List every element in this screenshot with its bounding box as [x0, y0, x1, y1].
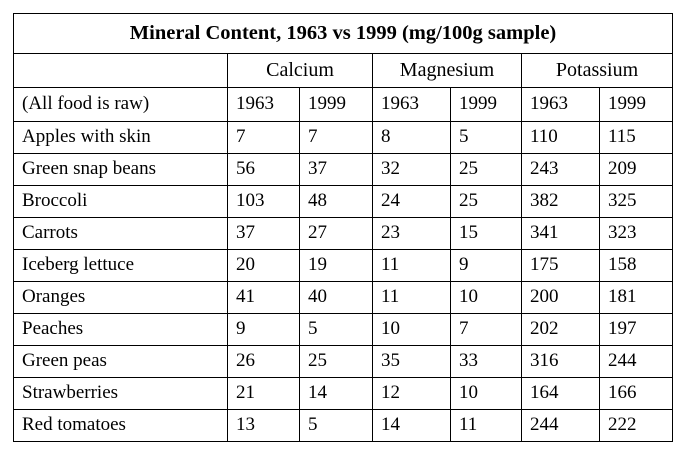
value-cell: 40	[299, 280, 373, 314]
value-cell: 164	[521, 376, 600, 410]
value-cell: 15	[450, 216, 522, 250]
mineral-group-row: Calcium Magnesium Potassium	[13, 53, 674, 89]
value-cell: 200	[521, 280, 600, 314]
value-cell: 25	[450, 184, 522, 218]
value-cell: 325	[598, 184, 674, 218]
value-cell: 37	[227, 216, 300, 250]
food-name-cell: Red tomatoes	[13, 408, 228, 443]
value-cell: 244	[598, 344, 674, 378]
food-name-cell: Green peas	[13, 344, 228, 378]
value-cell: 37	[299, 152, 373, 186]
food-name-cell: Green snap beans	[13, 152, 228, 186]
value-cell: 103	[227, 184, 300, 218]
value-cell: 26	[227, 344, 300, 378]
value-cell: 14	[372, 408, 451, 443]
table-row: Red tomatoes 13 5 14 11 244 222	[13, 408, 674, 443]
magnesium-header: Magnesium	[372, 53, 522, 89]
value-cell: 175	[521, 248, 600, 282]
value-cell: 222	[598, 408, 674, 443]
value-cell: 23	[372, 216, 451, 250]
value-cell: 24	[372, 184, 451, 218]
value-cell: 11	[450, 408, 522, 443]
mineral-content-table: Mineral Content, 1963 vs 1999 (mg/100g s…	[12, 12, 674, 443]
value-cell: 341	[521, 216, 600, 250]
value-cell: 27	[299, 216, 373, 250]
table-row: Broccoli 103 48 24 25 382 325	[13, 184, 674, 218]
value-cell: 19	[299, 248, 373, 282]
title-row: Mineral Content, 1963 vs 1999 (mg/100g s…	[12, 12, 674, 55]
potassium-header: Potassium	[520, 53, 674, 89]
value-cell: 8	[372, 120, 451, 154]
table-row: Oranges 41 40 11 10 200 181	[13, 280, 674, 314]
value-cell: 166	[598, 376, 674, 410]
value-cell: 7	[450, 312, 522, 346]
year-header-cell: 1999	[450, 87, 522, 122]
value-cell: 7	[299, 120, 373, 154]
table-row: Apples with skin 7 7 8 5 110 115	[13, 120, 674, 154]
value-cell: 35	[372, 344, 451, 378]
table-row: Green peas 26 25 35 33 316 244	[13, 344, 674, 378]
value-cell: 110	[521, 120, 600, 154]
blank-header-cell	[13, 53, 228, 89]
table-row: Carrots 37 27 23 15 341 323	[13, 216, 674, 250]
table-row: Peaches 9 5 10 7 202 197	[13, 312, 674, 346]
table-row: Green snap beans 56 37 32 25 243 209	[13, 152, 674, 186]
value-cell: 197	[598, 312, 674, 346]
food-name-cell: Strawberries	[13, 376, 228, 410]
value-cell: 56	[227, 152, 300, 186]
value-cell: 21	[227, 376, 300, 410]
year-header-cell: 1963	[372, 87, 451, 122]
value-cell: 32	[372, 152, 451, 186]
value-cell: 244	[521, 408, 600, 443]
value-cell: 5	[299, 408, 373, 443]
food-name-cell: Broccoli	[13, 184, 228, 218]
value-cell: 158	[598, 248, 674, 282]
value-cell: 209	[598, 152, 674, 186]
year-header-cell: 1999	[598, 87, 674, 122]
value-cell: 13	[227, 408, 300, 443]
food-name-cell: Carrots	[13, 216, 228, 250]
year-header-cell: 1963	[227, 87, 300, 122]
value-cell: 48	[299, 184, 373, 218]
calcium-header: Calcium	[227, 53, 373, 89]
value-cell: 33	[450, 344, 522, 378]
value-cell: 14	[299, 376, 373, 410]
food-name-cell: Oranges	[13, 280, 228, 314]
value-cell: 11	[372, 248, 451, 282]
value-cell: 10	[450, 376, 522, 410]
food-name-cell: Apples with skin	[13, 120, 228, 154]
value-cell: 25	[450, 152, 522, 186]
table-row: Iceberg lettuce 20 19 11 9 175 158	[13, 248, 674, 282]
value-cell: 382	[521, 184, 600, 218]
value-cell: 202	[521, 312, 600, 346]
value-cell: 5	[450, 120, 522, 154]
value-cell: 323	[598, 216, 674, 250]
value-cell: 7	[227, 120, 300, 154]
value-cell: 11	[372, 280, 451, 314]
year-header-cell: 1999	[299, 87, 373, 122]
value-cell: 115	[598, 120, 674, 154]
value-cell: 12	[372, 376, 451, 410]
value-cell: 9	[450, 248, 522, 282]
year-header-cell: 1963	[521, 87, 600, 122]
value-cell: 20	[227, 248, 300, 282]
value-cell: 10	[372, 312, 451, 346]
value-cell: 41	[227, 280, 300, 314]
value-cell: 25	[299, 344, 373, 378]
value-cell: 181	[598, 280, 674, 314]
food-name-cell: Peaches	[13, 312, 228, 346]
value-cell: 243	[521, 152, 600, 186]
value-cell: 10	[450, 280, 522, 314]
food-name-cell: Iceberg lettuce	[13, 248, 228, 282]
value-cell: 9	[227, 312, 300, 346]
year-header-row: (All food is raw) 1963 1999 1963 1999 19…	[13, 87, 674, 122]
raw-note-label: (All food is raw)	[13, 87, 228, 122]
value-cell: 316	[521, 344, 600, 378]
value-cell: 5	[299, 312, 373, 346]
table-title: Mineral Content, 1963 vs 1999 (mg/100g s…	[12, 12, 674, 55]
table-row: Strawberries 21 14 12 10 164 166	[13, 376, 674, 410]
